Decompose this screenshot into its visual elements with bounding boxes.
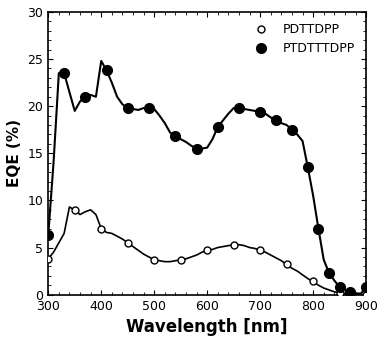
PDTTDPP xyxy=(364,293,368,297)
PTDTTTDPP xyxy=(274,118,278,122)
PDTTDPP xyxy=(72,208,77,212)
Line: PDTTDPP: PDTTDPP xyxy=(45,206,370,298)
X-axis label: Wavelength [nm]: Wavelength [nm] xyxy=(126,318,288,336)
PTDTTTDPP xyxy=(83,95,88,99)
PDTTDPP xyxy=(311,280,315,284)
PTDTTTDPP xyxy=(126,106,130,110)
PTDTTTDPP xyxy=(316,227,321,231)
PTDTTTDPP xyxy=(327,271,331,275)
PDTTDPP xyxy=(337,291,342,295)
PDTTDPP xyxy=(285,262,289,267)
PTDTTTDPP xyxy=(147,106,151,110)
PDTTDPP xyxy=(178,258,183,262)
PDTTDPP xyxy=(205,248,209,252)
PTDTTTDPP xyxy=(194,146,199,151)
PDTTDPP xyxy=(99,227,104,231)
Line: PTDTTTDPP: PTDTTTDPP xyxy=(44,66,371,297)
PDTTDPP xyxy=(126,241,130,245)
PTDTTTDPP xyxy=(237,106,241,110)
PDTTDPP xyxy=(231,243,236,247)
PTDTTTDPP xyxy=(62,71,67,75)
PTDTTTDPP xyxy=(46,233,50,237)
PTDTTTDPP xyxy=(364,285,368,289)
PDTTDPP xyxy=(46,257,50,261)
PTDTTTDPP xyxy=(306,165,310,169)
PDTTDPP xyxy=(258,248,263,252)
PTDTTTDPP xyxy=(258,110,263,114)
PTDTTTDPP xyxy=(216,125,220,129)
PTDTTTDPP xyxy=(337,285,342,289)
PTDTTTDPP xyxy=(348,290,353,294)
PTDTTTDPP xyxy=(290,128,294,132)
PTDTTTDPP xyxy=(173,134,178,138)
PTDTTTDPP xyxy=(104,68,109,72)
Legend: PDTTDPP, PTDTTTDPP: PDTTDPP, PTDTTTDPP xyxy=(240,18,360,60)
PDTTDPP xyxy=(152,258,157,262)
Y-axis label: EQE (%): EQE (%) xyxy=(7,119,22,187)
